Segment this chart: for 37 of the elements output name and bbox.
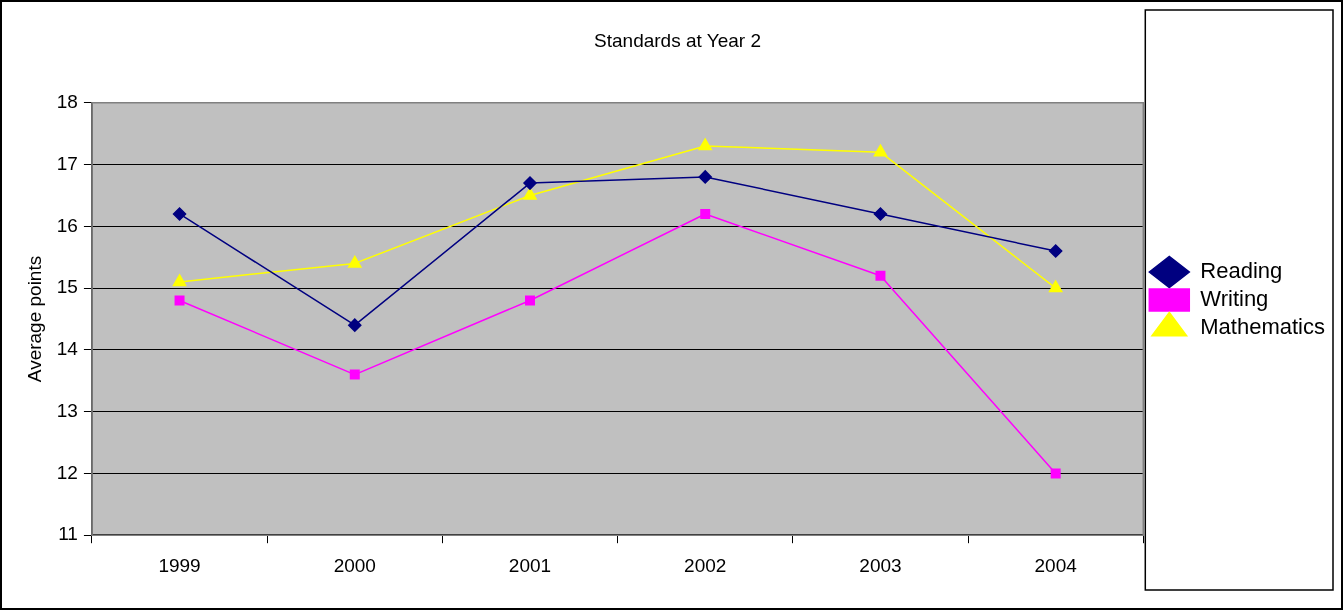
x-tick-label: 1999 — [158, 554, 201, 576]
legend-label: Reading — [1200, 258, 1283, 284]
point — [348, 318, 362, 332]
y-tick-label: 14 — [56, 338, 79, 360]
point — [172, 207, 187, 221]
x-tick-label: 2004 — [1034, 554, 1078, 576]
y-tick-label: 12 — [56, 461, 78, 483]
point — [174, 295, 185, 306]
x-tick-label: 2003 — [859, 554, 902, 576]
y-tick-label: 17 — [56, 152, 78, 174]
legend-label: Writing — [1200, 286, 1269, 312]
point — [873, 207, 888, 221]
point — [1048, 280, 1063, 293]
point — [698, 138, 713, 151]
x-tick-label: 2001 — [508, 554, 552, 576]
point — [698, 170, 712, 184]
point — [523, 176, 537, 190]
point — [700, 209, 711, 219]
legend-label: Mathematics — [1200, 314, 1326, 340]
point — [1050, 468, 1061, 479]
x-tick-label: 2002 — [684, 554, 727, 576]
point — [523, 187, 537, 200]
point — [1048, 244, 1063, 258]
y-tick-label: 16 — [56, 214, 78, 236]
y-axis-title: Average points — [23, 255, 45, 383]
point — [349, 369, 360, 380]
y-tick-label: 13 — [56, 399, 78, 421]
x-tick-label: 2000 — [333, 554, 376, 576]
point — [347, 255, 362, 268]
point — [875, 270, 886, 281]
y-tick-label: 18 — [56, 91, 78, 113]
point — [172, 274, 187, 287]
chart-title: Standards at Year 2 — [594, 29, 761, 51]
point — [873, 144, 888, 157]
point — [525, 295, 535, 306]
y-tick-label: 11 — [58, 523, 78, 545]
y-tick-label: 15 — [56, 276, 78, 298]
